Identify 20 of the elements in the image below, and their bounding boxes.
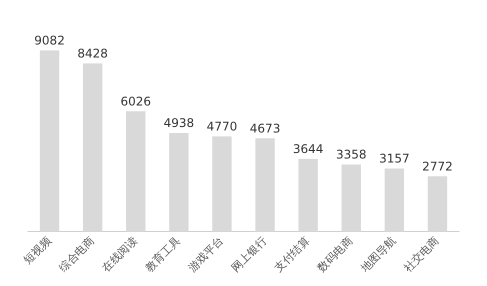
- data-label: 4770: [206, 119, 238, 134]
- x-tick-label: 社交电商: [401, 234, 442, 274]
- x-tick-label: 综合电商: [56, 234, 97, 274]
- x-tick-label: 支付结算: [272, 234, 312, 274]
- x-tick-label: 教育工具: [142, 234, 183, 274]
- x-tick-label: 地图导航: [357, 234, 398, 276]
- x-tick-label: 短视频: [21, 234, 54, 267]
- data-label: 2772: [422, 159, 453, 174]
- x-tick-label: 游戏平台: [186, 234, 226, 274]
- x-tick-label: 网上银行: [228, 234, 270, 274]
- x-tick-label: 在线阅读: [100, 234, 140, 274]
- data-label: 9082: [34, 33, 65, 48]
- x-tick-label: 数码电商: [315, 234, 356, 274]
- data-label: 3358: [336, 148, 367, 162]
- data-label: 6026: [120, 94, 152, 108]
- data-label: 4673: [250, 121, 280, 136]
- data-label: 4938: [164, 116, 194, 130]
- data-label: 3644: [292, 142, 324, 156]
- data-label: 3157: [379, 152, 410, 166]
- data-label: 8428: [77, 46, 108, 60]
